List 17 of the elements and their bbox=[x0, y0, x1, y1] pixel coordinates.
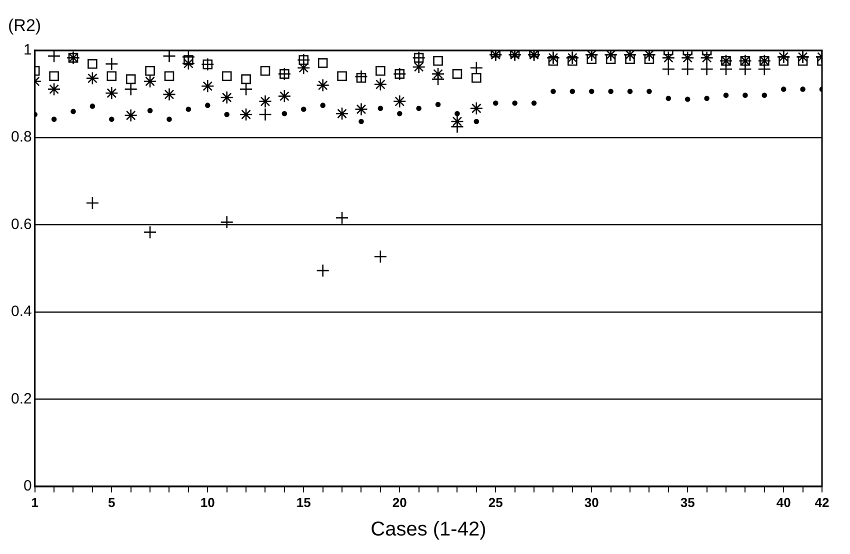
x-tick-label: 35 bbox=[680, 494, 695, 510]
x-tick-label: 40 bbox=[776, 494, 791, 510]
y-tick-label: 0.2 bbox=[10, 390, 32, 408]
x-tick-label: 15 bbox=[296, 494, 311, 510]
x-axis-title: Cases (1-42) bbox=[370, 518, 486, 541]
y-tick-label: 0.4 bbox=[10, 303, 32, 320]
x-tick-label: 42 bbox=[814, 494, 830, 510]
y-tick-label: 0.8 bbox=[10, 128, 32, 146]
y-tick-label: 0.6 bbox=[10, 216, 32, 233]
x-tick-label: 25 bbox=[488, 494, 503, 510]
x-tick-label: 10 bbox=[200, 494, 215, 510]
y-tick-label: 1 bbox=[24, 42, 32, 59]
x-tick-label: 20 bbox=[392, 494, 407, 510]
y-axis-title: (R2) bbox=[8, 16, 42, 35]
x-tick-label: 30 bbox=[584, 494, 599, 510]
x-tick-label: 5 bbox=[108, 494, 116, 510]
y-tick-label: 0 bbox=[24, 478, 32, 495]
